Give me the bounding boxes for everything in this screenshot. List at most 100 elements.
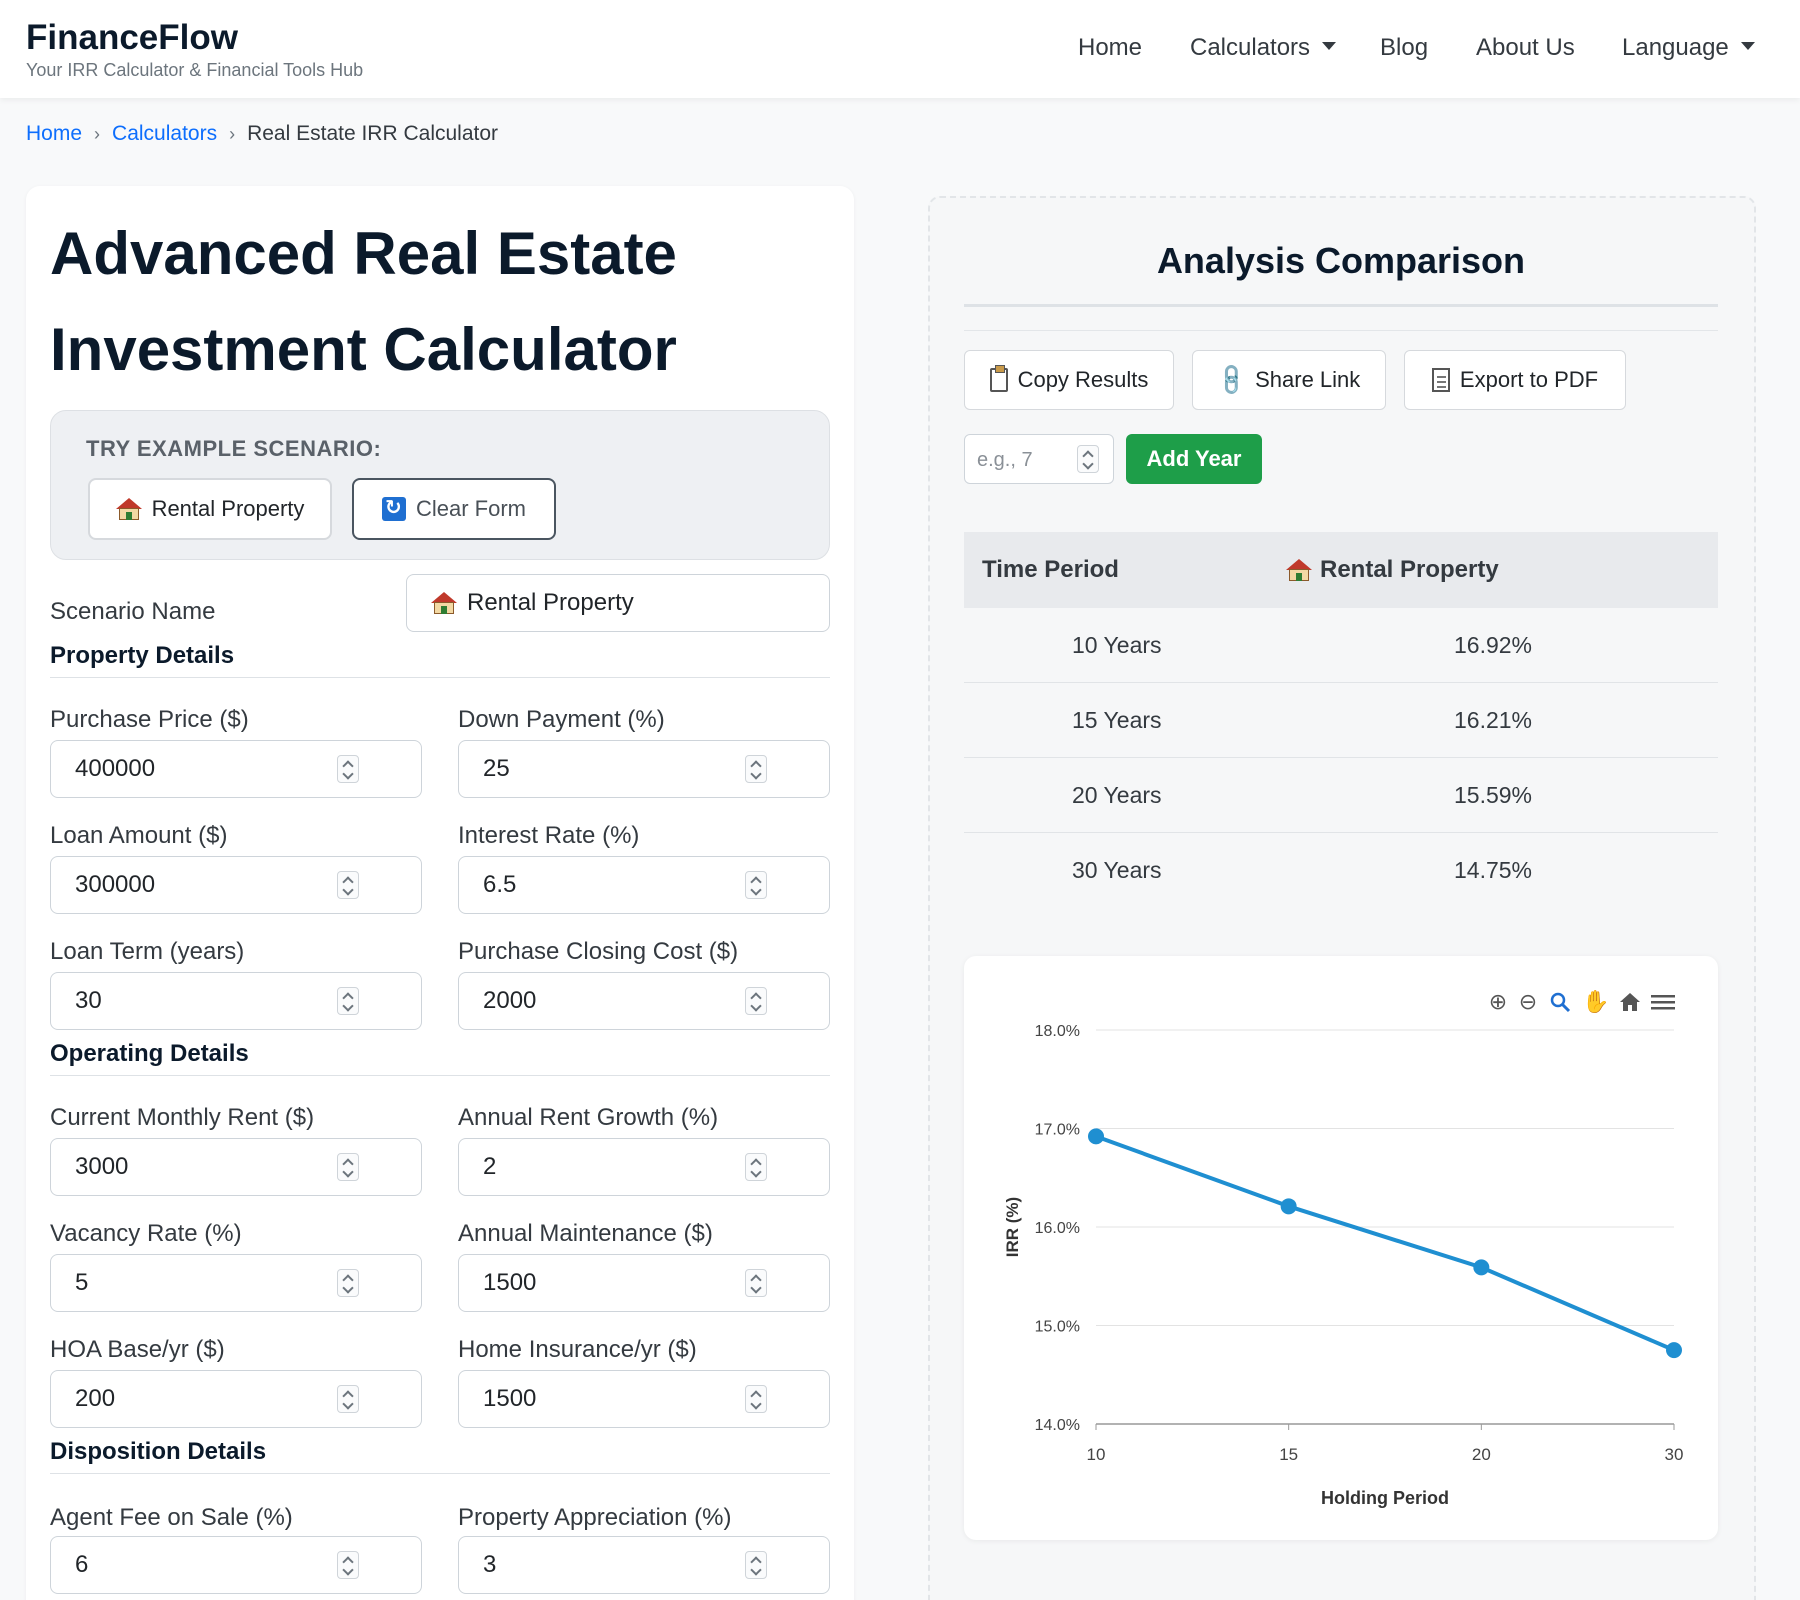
hoa-input[interactable]: 200 [50,1370,422,1428]
section-operating-details: Operating Details [50,1040,249,1067]
stepper-icon[interactable] [745,755,767,783]
interest-rate-input[interactable]: 6.5 [458,856,830,914]
agent-fee-input[interactable]: 6 [50,1536,422,1594]
rental-property-button[interactable]: Rental Property [88,478,332,540]
scenario-name-input[interactable]: Rental Property [406,574,830,632]
hoa-label: HOA Base/yr ($) [50,1336,225,1363]
link-icon: 🔗 [1212,361,1250,399]
brand-tagline: Your IRR Calculator & Financial Tools Hu… [26,60,364,80]
interest-rate-label: Interest Rate (%) [458,822,640,849]
monthly-rent-label: Current Monthly Rent ($) [50,1104,315,1131]
zoom-out-icon[interactable]: ⊖ [1518,989,1538,1014]
stepper-icon[interactable] [337,871,359,899]
nav-about[interactable]: About Us [1476,34,1575,61]
cell-period: 30 Years [1072,857,1162,883]
cell-period: 10 Years [1072,632,1162,658]
down-payment-label: Down Payment (%) [458,706,665,733]
table-row: 15 Years 16.21% [964,683,1718,758]
stepper-icon[interactable] [337,1269,359,1297]
nav-blog[interactable]: Blog [1380,34,1429,61]
stepper-icon[interactable] [745,1269,767,1297]
cell-period: 15 Years [1072,707,1162,733]
breadcrumb: Home › Calculators › Real Estate IRR Cal… [26,122,498,146]
menu-icon[interactable] [1650,990,1675,1014]
stepper-icon[interactable] [745,987,767,1015]
insurance-label: Home Insurance/yr ($) [458,1336,697,1363]
home-reset-icon[interactable] [1618,990,1642,1014]
monthly-rent-input[interactable]: 3000 [50,1138,422,1196]
nav-calculators[interactable]: Calculators [1190,34,1337,62]
chevron-down-icon [1740,41,1755,50]
maintenance-input[interactable]: 1500 [458,1254,830,1312]
stepper-icon[interactable] [337,987,359,1015]
col-time-period: Time Period [982,556,1119,583]
stepper-icon[interactable] [1077,445,1099,473]
stepper-icon[interactable] [745,871,767,899]
stepper-icon[interactable] [337,1153,359,1181]
down-payment-input[interactable]: 25 [458,740,830,798]
copy-results-button[interactable]: Copy Results [964,350,1174,410]
loan-amount-label: Loan Amount ($) [50,822,228,849]
breadcrumb-current: Real Estate IRR Calculator [247,122,499,145]
navbar: FinanceFlow Your IRR Calculator & Financ… [0,0,1800,98]
stepper-icon[interactable] [745,1385,767,1413]
table-row: 30 Years 14.75% [964,833,1718,908]
section-divider [50,677,830,678]
analysis-divider [964,304,1718,307]
stepper-icon[interactable] [337,1551,359,1579]
rent-growth-input[interactable]: 2 [458,1138,830,1196]
share-link-button[interactable]: 🔗 Share Link [1192,350,1386,410]
purchase-price-label: Purchase Price ($) [50,706,249,733]
clipboard-icon [989,365,1008,392]
zoom-selection-icon[interactable] [1548,990,1572,1014]
section-disposition-details: Disposition Details [50,1438,267,1465]
breadcrumb-home[interactable]: Home [26,122,83,145]
purchase-price-input[interactable]: 400000 [50,740,422,798]
section-divider [50,1473,830,1474]
closing-cost-input[interactable]: 2000 [458,972,830,1030]
closing-cost-label: Purchase Closing Cost ($) [458,938,739,965]
vacancy-rate-input[interactable]: 5 [50,1254,422,1312]
maintenance-label: Annual Maintenance ($) [458,1220,713,1247]
table-row: 20 Years 15.59% [964,758,1718,833]
appreciation-input[interactable]: 3 [458,1536,830,1594]
breadcrumb-calculators[interactable]: Calculators [112,122,218,145]
nav-language[interactable]: Language [1622,34,1755,62]
nav-home[interactable]: Home [1078,34,1143,61]
agent-fee-label: Agent Fee on Sale (%) [50,1504,293,1531]
zoom-in-icon[interactable]: ⊕ [1488,989,1508,1014]
house-icon [115,498,142,520]
results-table-header: Time Period Rental Property [964,532,1718,608]
irr-chart-card [964,956,1718,1540]
analysis-divider [964,330,1718,331]
cell-irr: 16.21% [1454,707,1533,733]
brand-title[interactable]: FinanceFlow [26,18,238,57]
breadcrumb-separator: › [229,123,236,144]
loan-term-input[interactable]: 30 [50,972,422,1030]
scenario-name-label: Scenario Name [50,598,216,625]
loan-term-label: Loan Term (years) [50,938,245,965]
add-year-button[interactable]: Add Year [1126,434,1262,484]
cell-period: 20 Years [1072,782,1162,808]
appreciation-label: Property Appreciation (%) [458,1504,732,1531]
clear-form-button[interactable]: Clear Form [352,478,556,540]
stepper-icon[interactable] [337,1385,359,1413]
breadcrumb-separator: › [94,123,101,144]
chevron-down-icon [1322,41,1337,50]
loan-amount-input[interactable]: 300000 [50,856,422,914]
holding-year-input[interactable]: e.g., 7 [964,434,1114,484]
insurance-input[interactable]: 1500 [458,1370,830,1428]
stepper-icon[interactable] [337,755,359,783]
stepper-icon[interactable] [745,1551,767,1579]
page-title: Advanced Real Estate Investment Calculat… [50,220,677,383]
house-icon [431,592,457,614]
stepper-icon[interactable] [745,1153,767,1181]
export-pdf-button[interactable]: Export to PDF [1404,350,1626,410]
pan-hand-icon[interactable]: ✋ [1582,989,1610,1014]
document-icon [1431,368,1450,392]
section-divider [50,1075,830,1076]
house-icon [1286,559,1312,581]
section-property-details: Property Details [50,642,235,669]
table-row: 10 Years 16.92% [964,608,1718,683]
analysis-title: Analysis Comparison [1156,240,1526,281]
